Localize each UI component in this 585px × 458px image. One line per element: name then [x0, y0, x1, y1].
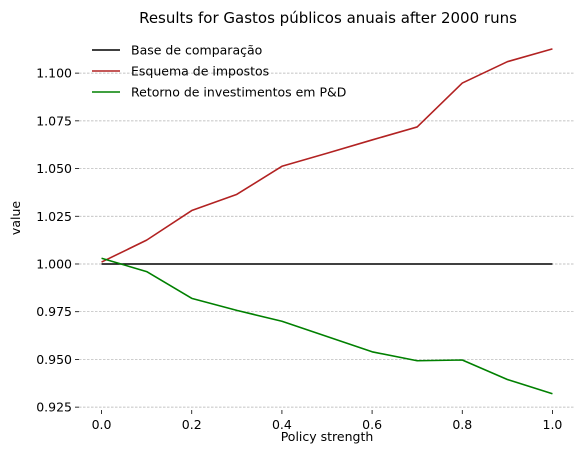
series-line-retorno-de-investimentos-em-p-d: [101, 257, 553, 395]
y-tick-label: 1.025: [36, 209, 72, 224]
chart-title: Results for Gastos públicos anuais after…: [139, 9, 517, 27]
y-tick-label: 1.075: [36, 113, 72, 128]
y-axis-label: value: [8, 201, 23, 235]
y-tick-label: 1.100: [36, 66, 72, 81]
x-tick-label: 0.8: [452, 417, 472, 432]
y-tick-label: 0.950: [36, 352, 72, 367]
legend-label: Base de comparação: [131, 43, 262, 58]
x-tick-label: 0.0: [92, 417, 112, 432]
x-tick-label: 0.4: [272, 417, 292, 432]
y-axis: 0.925 0.950 0.975 1.000 1.025 1.050 1.075 1.100: [36, 66, 79, 415]
legend-label: Esquema de impostos: [131, 64, 269, 79]
legend-label: Retorno de investimentos em P&D: [131, 85, 346, 100]
legend: Base de comparação Esquema de impostos Ret…: [92, 43, 346, 100]
y-tick-label: 1.050: [36, 161, 72, 176]
y-tick-label: 0.925: [36, 400, 72, 415]
x-tick-label: 0.6: [362, 417, 382, 432]
y-tick-label: 0.975: [36, 304, 72, 319]
y-tick-label: 1.000: [36, 256, 72, 271]
series-lines: [101, 48, 553, 395]
series-line-esquema-de-impostos: [101, 48, 553, 263]
x-tick-label: 1.0: [543, 417, 563, 432]
x-axis: 0.0 0.2 0.4 0.6 0.8 1.0: [92, 410, 563, 432]
grid-lines: [79, 72, 575, 408]
x-tick-label: 0.2: [182, 417, 202, 432]
x-axis-label: Policy strength: [281, 429, 374, 444]
